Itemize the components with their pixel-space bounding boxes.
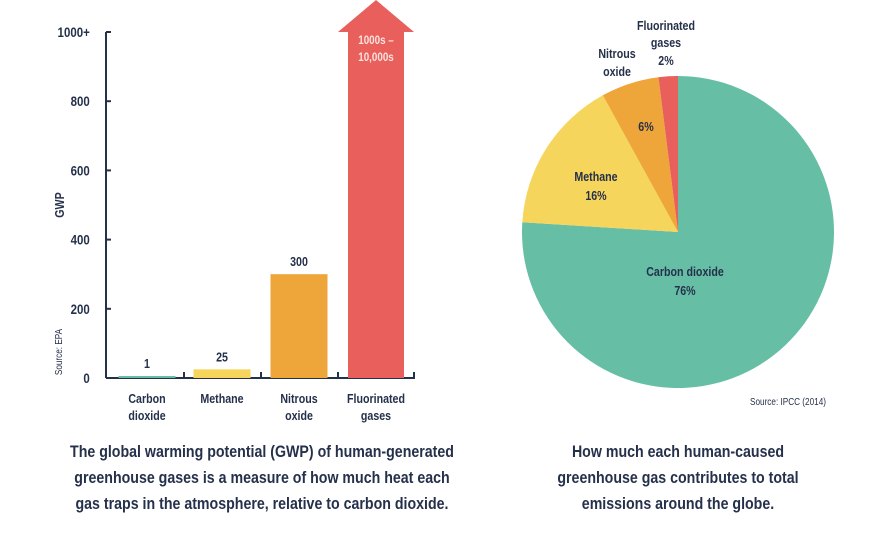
y-tick-label: 800: [71, 93, 90, 109]
data-label: 10,000s: [358, 51, 394, 64]
data-label: 1: [144, 356, 150, 371]
x-tick-label: Nitrous: [280, 391, 318, 406]
bar-fluorinated-gases-arrow: [338, 0, 414, 378]
caption-line: The global warming potential (GWP) of hu…: [70, 443, 454, 461]
bar: [193, 369, 251, 378]
data-label: 25: [216, 349, 228, 364]
x-tick-label: Carbon: [128, 391, 165, 406]
bar: [270, 274, 328, 378]
pie-slice: [522, 95, 678, 232]
pie-label: Fluorinated: [637, 18, 695, 33]
caption-line: emissions around the globe.: [581, 495, 775, 513]
pie-label: Methane: [574, 169, 618, 184]
pie-value: 76%: [674, 283, 696, 298]
pie-label: Nitrous: [598, 46, 636, 61]
bar-chart-caption: The global warming potential (GWP) of hu…: [47, 439, 477, 517]
y-axis-label: GWP: [52, 192, 67, 218]
pie-chart-caption: How much each human-caused greenhouse ga…: [506, 439, 850, 517]
bar: [118, 376, 176, 378]
x-tick-label: oxide: [285, 408, 313, 423]
caption-line: greenhouse gases is a measure of how muc…: [74, 469, 450, 487]
pie-label: Carbon dioxide: [646, 264, 724, 279]
pie-label: gases: [651, 35, 682, 50]
caption-line: How much each human-caused: [571, 443, 785, 461]
x-tick-label: Fluorinated: [347, 391, 405, 406]
y-tick-label: 400: [71, 231, 90, 247]
y-tick-label: 200: [71, 301, 90, 317]
caption-line: gas traps in the atmosphere, relative to…: [75, 495, 449, 513]
x-tick-label: gases: [361, 408, 392, 423]
source-label: Source: IPCC (2014): [750, 396, 826, 407]
pie-slice: [602, 77, 678, 233]
data-label: 1000s –: [358, 34, 394, 47]
y-tick-label: 1000+: [58, 24, 90, 40]
source-label: Source: EPA: [53, 328, 64, 375]
y-tick-label: 0: [83, 370, 89, 386]
y-tick-label: 600: [71, 162, 90, 178]
data-label: 300: [290, 254, 308, 269]
x-tick-label: dioxide: [128, 408, 166, 423]
caption-line: greenhouse gas contributes to total: [557, 469, 799, 487]
pie-value: 2%: [658, 53, 674, 68]
pie-value: 16%: [585, 188, 607, 203]
pie-label: oxide: [603, 64, 631, 79]
pie-slice: [658, 76, 678, 232]
pie-value: 6%: [638, 119, 654, 134]
x-tick-label: Methane: [200, 391, 244, 406]
